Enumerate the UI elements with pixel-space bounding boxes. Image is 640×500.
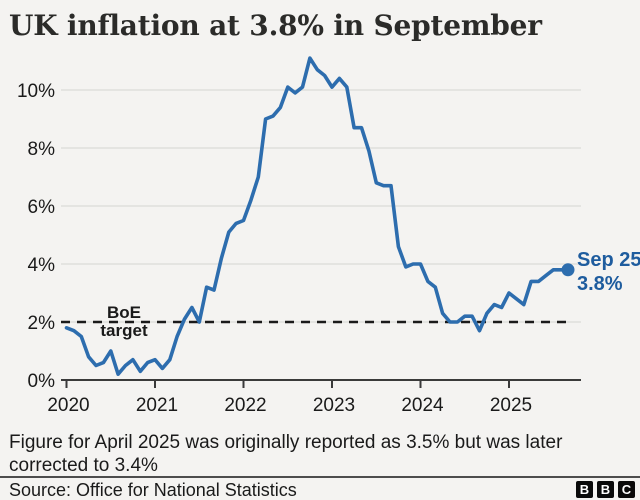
- x-tick-label: 2025: [490, 395, 532, 416]
- latest-point-date-label: Sep 25: [577, 249, 640, 271]
- bbc-logo: B B C: [576, 481, 635, 498]
- y-tick-label: 10%: [17, 81, 55, 102]
- inflation-line: [64, 56, 570, 377]
- series-group: [64, 56, 575, 377]
- latest-point-value-label: 3.8%: [577, 273, 623, 295]
- y-tick-label: 0%: [28, 371, 56, 392]
- y-tick-label: 6%: [28, 197, 56, 218]
- y-tick-label: 4%: [28, 255, 56, 276]
- x-tick-label: 2022: [224, 395, 266, 416]
- footnote: Figure for April 2025 was originally rep…: [9, 432, 563, 477]
- x-tick-label: 2023: [313, 395, 355, 416]
- y-tick-label: 8%: [28, 139, 56, 160]
- bbc-logo-block-c: C: [618, 481, 635, 498]
- source-label: Source: Office for National Statistics: [9, 480, 297, 500]
- chart-title: UK inflation at 3.8% in September: [9, 9, 542, 42]
- bbc-logo-block-b1: B: [576, 481, 593, 498]
- latest-point-marker: [561, 263, 575, 277]
- bbc-logo-block-b2: B: [597, 481, 614, 498]
- y-tick-label: 2%: [28, 313, 56, 334]
- boe-target-label-line2: target: [100, 321, 148, 340]
- x-tick-label: 2021: [136, 395, 178, 416]
- footer-divider: [0, 476, 640, 478]
- x-tick-label: 2024: [401, 395, 444, 416]
- gridlines-group: [61, 89, 581, 323]
- boe-target-label-line1: BoE: [107, 303, 141, 322]
- axes-group: 0% 2% 4% 6% 8% 10% 2020 2021 2022 2023 2024 2025: [17, 81, 581, 416]
- x-tick-label: 2020: [47, 395, 89, 416]
